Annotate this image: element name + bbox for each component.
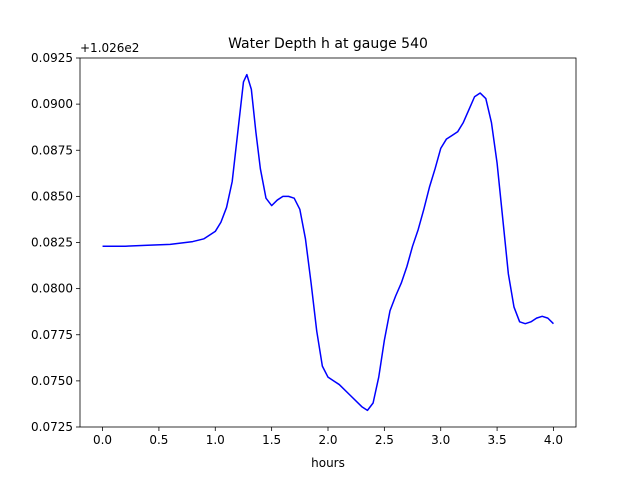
y-tick-label: 0.0800: [31, 282, 73, 296]
x-tick-label: 3.0: [431, 433, 450, 447]
y-tick-label: 0.0775: [31, 328, 73, 342]
plot-frame: [79, 57, 577, 428]
x-tick-label: 1.0: [206, 433, 225, 447]
y-tick-label: 0.0725: [31, 420, 73, 434]
x-tick-label: 0.0: [93, 433, 112, 447]
y-tick-label: 0.0925: [31, 51, 73, 65]
x-axis-label: hours: [311, 456, 345, 470]
y-offset-label: +1.026e2: [80, 41, 139, 55]
y-tick-label: 0.0875: [31, 143, 73, 157]
y-tick-label: 0.0825: [31, 236, 73, 250]
x-tick-label: 2.5: [375, 433, 394, 447]
plot-area: 0.0 0.5 1.0 1.5 2.0 2.5 3.0 3.5 4.0 0.0725 0.0750 0…: [31, 51, 577, 447]
x-tick-label: 0.5: [149, 433, 168, 447]
series-line-0: [102, 73, 554, 412]
y-tick-label: 0.0900: [31, 97, 73, 111]
x-tick-label: 4.0: [544, 433, 563, 447]
x-tick-label: 3.5: [488, 433, 507, 447]
x-tick-label: 1.5: [262, 433, 281, 447]
x-tick-label: 2.0: [318, 433, 337, 447]
y-tick-label: 0.0850: [31, 189, 73, 203]
y-tick-label: 0.0750: [31, 374, 73, 388]
chart-title: Water Depth h at gauge 540: [228, 36, 428, 52]
